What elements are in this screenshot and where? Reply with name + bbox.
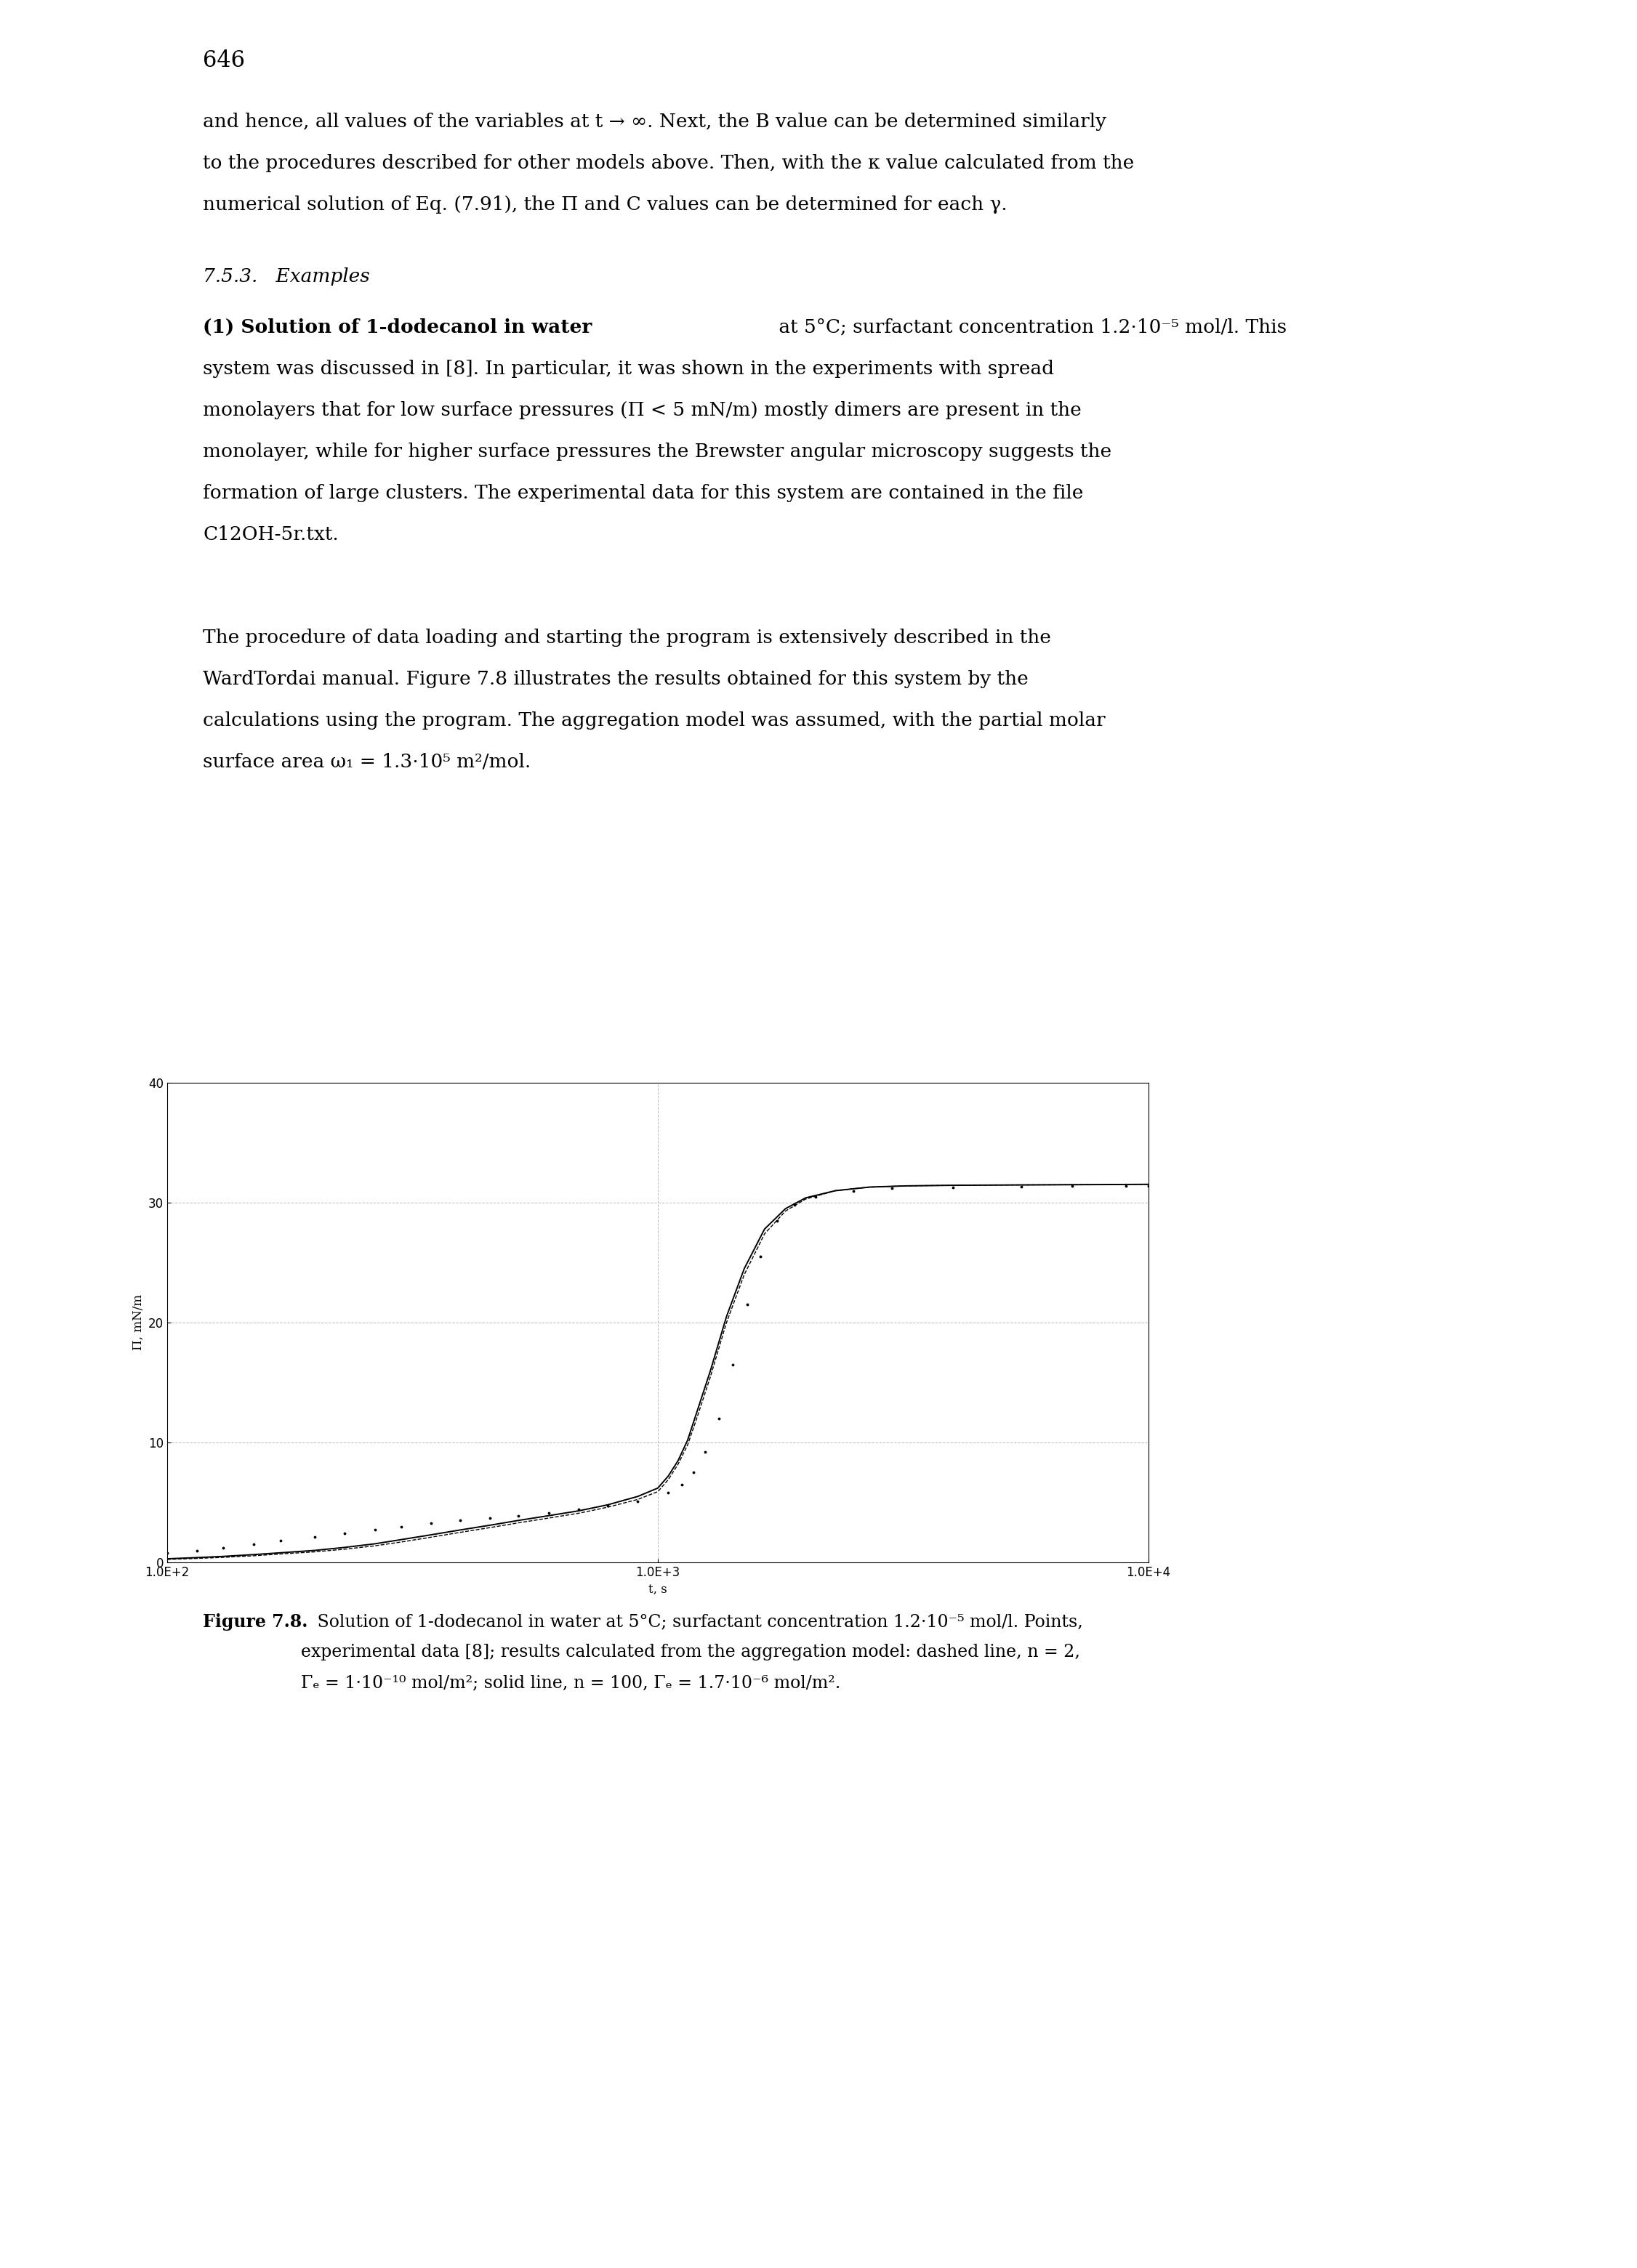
Text: monolayers that for low surface pressures (Π < 5 mN/m) mostly dimers are present: monolayers that for low surface pressure…	[203, 401, 1082, 420]
Text: surface area ω₁ = 1.3·10⁵ m²/mol.: surface area ω₁ = 1.3·10⁵ m²/mol.	[203, 753, 530, 771]
Text: calculations using the program. The aggregation model was assumed, with the part: calculations using the program. The aggr…	[203, 712, 1105, 730]
Text: Γₑ = 1·10⁻¹⁰ mol/m²; solid line, n = 100, Γₑ = 1.7·10⁻⁶ mol/m².: Γₑ = 1·10⁻¹⁰ mol/m²; solid line, n = 100…	[301, 1674, 841, 1692]
Text: Figure 7.8.: Figure 7.8.	[203, 1613, 308, 1631]
Text: and hence, all values of the variables at t → ∞. Next, the B value can be determ: and hence, all values of the variables a…	[203, 113, 1107, 132]
Text: 646: 646	[203, 50, 246, 73]
Text: WardTordai manual. Figure 7.8 illustrates the results obtained for this system b: WardTordai manual. Figure 7.8 illustrate…	[203, 669, 1028, 687]
Text: The procedure of data loading and starting the program is extensively described : The procedure of data loading and starti…	[203, 628, 1051, 646]
Text: system was discussed in [8]. In particular, it was shown in the experiments with: system was discussed in [8]. In particul…	[203, 361, 1054, 379]
Text: to the procedures described for other models above. Then, with the κ value calcu: to the procedures described for other mo…	[203, 154, 1134, 172]
Text: experimental data [8]; results calculated from the aggregation model: dashed lin: experimental data [8]; results calculate…	[301, 1644, 1080, 1660]
Text: formation of large clusters. The experimental data for this system are contained: formation of large clusters. The experim…	[203, 483, 1084, 501]
Text: numerical solution of Eq. (7.91), the Π and C values can be determined for each : numerical solution of Eq. (7.91), the Π …	[203, 195, 1007, 213]
Text: Solution of 1-dodecanol in water at 5°C; surfactant concentration 1.2·10⁻⁵ mol/l: Solution of 1-dodecanol in water at 5°C;…	[301, 1613, 1084, 1631]
Text: 7.5.3.   Examples: 7.5.3. Examples	[203, 268, 370, 286]
Text: at 5°C; surfactant concentration 1.2·10⁻⁵ mol/l. This: at 5°C; surfactant concentration 1.2·10⁻…	[773, 318, 1287, 336]
Y-axis label: Π, mN/m: Π, mN/m	[133, 1295, 144, 1349]
Text: C12OH-5r.txt.: C12OH-5r.txt.	[203, 526, 339, 544]
X-axis label: t, s: t, s	[648, 1583, 668, 1594]
Text: monolayer, while for higher surface pressures the Brewster angular microscopy su: monolayer, while for higher surface pres…	[203, 442, 1112, 460]
Text: (1) Solution of 1-dodecanol in water: (1) Solution of 1-dodecanol in water	[203, 318, 593, 336]
